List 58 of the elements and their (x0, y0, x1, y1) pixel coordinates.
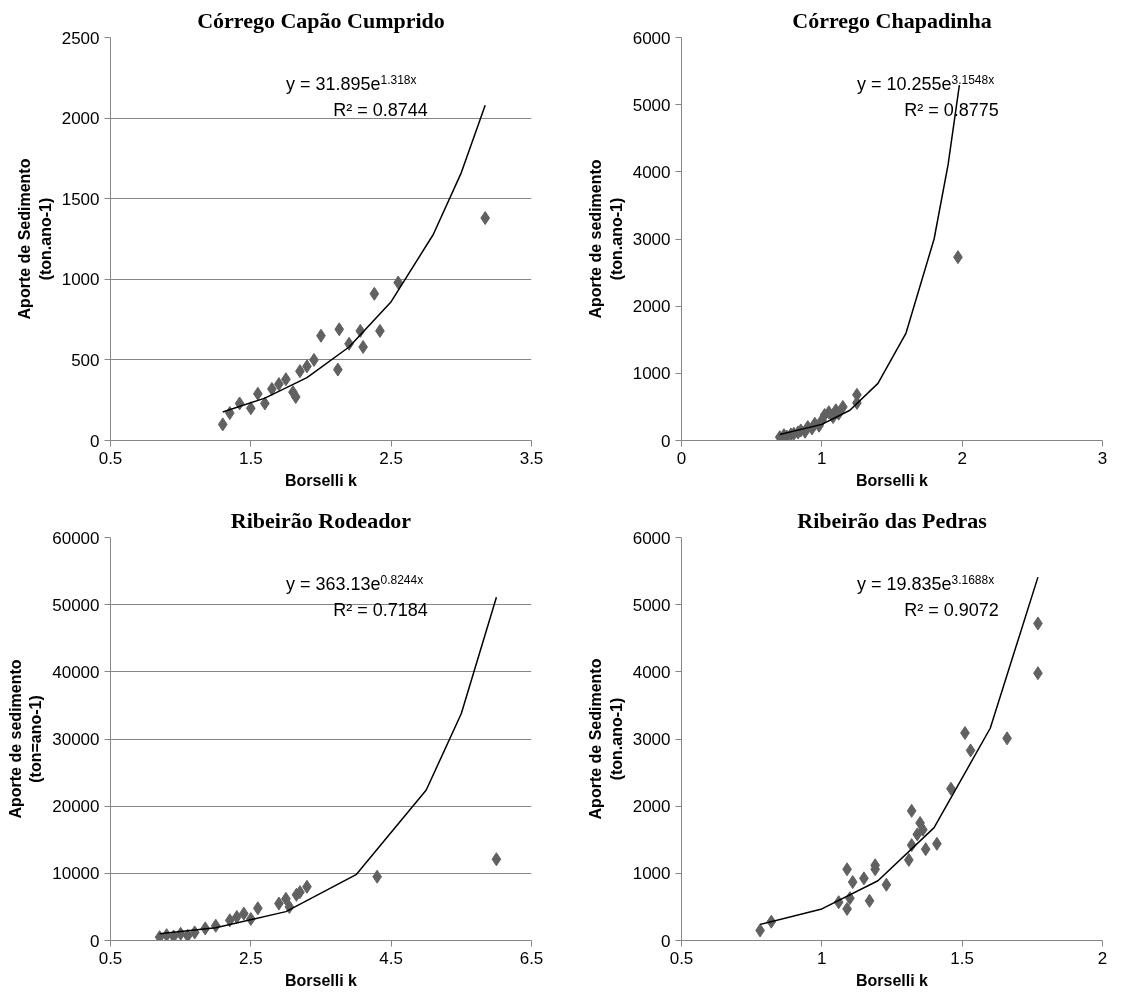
x-tick-label: 0 (676, 448, 687, 468)
y-tick-label: 40000 (52, 662, 100, 682)
y-tick-label: 1500 (61, 189, 100, 209)
chart-title: Córrego Chapadinha (792, 7, 992, 33)
y-tick-label: 1000 (632, 364, 671, 384)
y-tick-label: 4000 (632, 662, 671, 682)
y-axis-title: Aporte de sedimento (ton=ano-1) (6, 659, 45, 819)
y-tick-label: 1000 (61, 270, 100, 290)
x-axis-title: Borselli k (284, 971, 358, 989)
x-tick-label: 2.5 (379, 448, 403, 468)
x-tick-label: 0.5 (669, 948, 694, 968)
x-tick-label: 0.5 (98, 448, 123, 468)
y-tick-label: 5000 (632, 595, 671, 615)
y-tick-label: 3000 (632, 730, 671, 749)
y-tick-label: 3000 (632, 230, 671, 249)
y-tick-label: 500 (71, 350, 100, 370)
x-tick-label: 3.5 (519, 448, 544, 468)
x-tick-label: 1 (817, 448, 827, 468)
x-axis-title: Borselli k (284, 471, 358, 489)
y-tick-label: 1000 (632, 864, 671, 884)
y-tick-label: 2000 (632, 797, 671, 817)
y-tick-label: 2000 (61, 109, 100, 129)
x-tick-label: 2 (957, 448, 967, 468)
annotation: R² = 0.7184 (333, 599, 428, 620)
y-tick-label: 0 (661, 431, 671, 451)
y-tick-label: 2000 (632, 297, 671, 317)
chart-title: Ribeirão Rodeador (230, 507, 412, 533)
y-tick-label: 6000 (632, 28, 671, 48)
x-tick-label: 3 (1097, 448, 1108, 468)
x-tick-label: 4.5 (379, 948, 403, 968)
chart-title: Ribeirão das Pedras (797, 507, 988, 533)
x-tick-label: 6.5 (519, 948, 544, 968)
y-tick-label: 0 (90, 931, 100, 951)
y-tick-label: 0 (661, 931, 671, 951)
y-tick-label: 0 (90, 431, 100, 451)
annotation: R² = 0.8744 (333, 99, 428, 120)
y-tick-label: 60000 (52, 528, 100, 548)
x-tick-label: 2 (1097, 948, 1108, 968)
y-axis-title: Aporte de sedimento (ton.ano-1) (587, 159, 625, 319)
x-axis-title: Borselli k (855, 471, 929, 489)
x-tick-label: 0.5 (98, 948, 123, 968)
y-tick-label: 5000 (632, 95, 671, 115)
y-tick-label: 4000 (632, 162, 671, 182)
y-tick-label: 20000 (52, 797, 100, 817)
x-axis-title: Borselli k (855, 971, 929, 989)
chart-title: Córrego Capão Cumprido (197, 7, 445, 33)
annotation: R² = 0.9072 (904, 599, 999, 620)
y-tick-label: 6000 (632, 528, 671, 548)
y-axis-title: Aporte de Sedimento (ton.ano-1) (587, 658, 625, 820)
x-tick-label: 1.5 (239, 448, 263, 468)
x-tick-label: 2.5 (239, 948, 263, 968)
y-tick-label: 50000 (52, 595, 100, 615)
x-tick-label: 1 (817, 948, 827, 968)
y-tick-label: 10000 (52, 864, 100, 884)
x-tick-label: 1.5 (950, 948, 974, 968)
y-tick-label: 2500 (61, 28, 100, 48)
y-axis-title: Aporte de Sedimento (ton.ano-1) (16, 158, 54, 320)
y-tick-label: 30000 (52, 730, 100, 749)
